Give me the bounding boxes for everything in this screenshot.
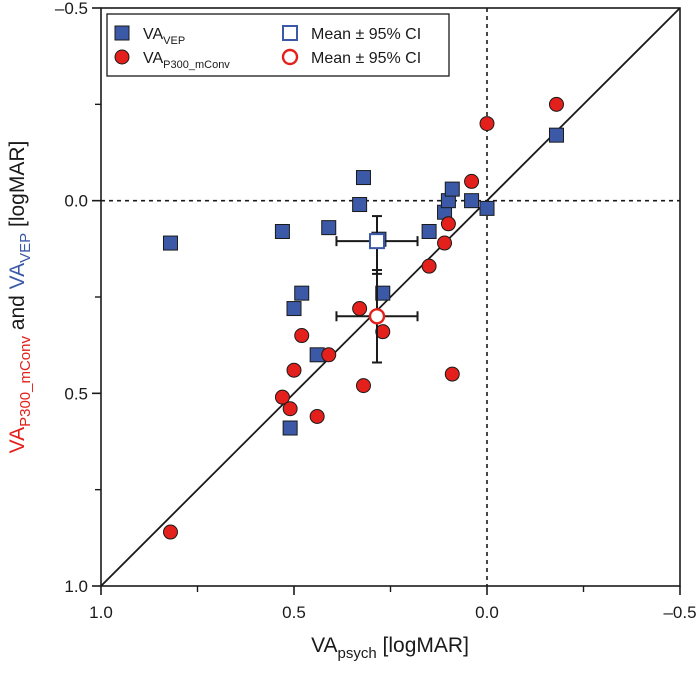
legend-marker-vep: [114, 25, 130, 41]
vep-point-8: [352, 197, 368, 213]
vep-point-0: [162, 235, 178, 251]
p300-mean-marker: [368, 308, 386, 325]
p300-point-11: [437, 235, 453, 251]
vep-point-1: [274, 223, 290, 239]
vep-point-16: [479, 200, 495, 216]
legend-marker-vep-mean: [282, 25, 298, 41]
legend-label-2: Mean ± 95% CI: [311, 26, 421, 43]
legend-marker-p300-mean: [281, 48, 299, 66]
legend-box: [106, 13, 450, 77]
vep-point-10: [375, 285, 391, 301]
y-tick-label-0: 1.0: [64, 577, 88, 596]
y-axis-label: VAP300_mConv and VAVEP [logMAR]: [6, 141, 34, 454]
p300-point-2: [282, 401, 298, 417]
p300-point-5: [309, 408, 325, 424]
series-VA_P300_mConv: [162, 96, 564, 540]
p300-point-12: [440, 216, 456, 232]
x-axis-label-unit: [logMAR]: [377, 634, 469, 657]
identity-line: [100, 7, 681, 587]
x-axis-label-sub: psych: [338, 645, 377, 662]
vep-point-3: [294, 285, 310, 301]
x-tick-label-1: 0.5: [282, 603, 306, 622]
p300-point-7: [352, 301, 368, 317]
p300-point-0: [162, 524, 178, 540]
mean-ci-VA_P300_mConv: [335, 269, 419, 364]
mean-ci-VA_VEP: [335, 215, 419, 275]
y-axis-label-vep-sub: VEP: [17, 233, 34, 263]
y-tick-label-1: 0.5: [64, 384, 88, 403]
legend-label-1: VAP300_mConv: [143, 50, 230, 71]
plot-area: 1.0 0.5 0.0 –0.5 1.0 0.5 0.0 –0.5: [55, 0, 697, 622]
vep-mean-marker: [368, 233, 385, 250]
y-axis-label-p300-sub: P300_mConv: [17, 336, 34, 427]
p300-point-6: [321, 347, 337, 363]
y-axis-label-vep-main: VA: [6, 263, 29, 289]
y-axis-label-joiner: and: [6, 289, 29, 336]
p300-point-10: [421, 258, 437, 274]
x-tick-label-3: –0.5: [663, 603, 696, 622]
vep-point-7: [355, 170, 371, 186]
x-axis-label-main: VA: [311, 634, 337, 657]
legend-marker-p300: [114, 49, 130, 65]
p300-point-3: [286, 362, 302, 378]
x-tick-label-0: 1.0: [89, 603, 113, 622]
p300-point-13: [444, 366, 460, 382]
vep-point-4: [282, 420, 298, 436]
legend: VAVEP VAP300_mConv Mean ± 95% CI Mean ± 95%…: [106, 13, 450, 77]
p300-point-15: [479, 116, 495, 132]
vep-point-11: [421, 223, 437, 239]
y-axis-label-unit: [logMAR]: [6, 141, 29, 233]
y-axis-label-p300-main: VA: [6, 427, 29, 453]
y-tick-label-2: 0.0: [64, 192, 88, 211]
legend-label-0: VAVEP: [143, 26, 185, 47]
x-axis-label: VApsych [logMAR]: [311, 634, 469, 662]
p300-point-8: [355, 378, 371, 394]
vep-point-6: [321, 220, 337, 236]
y-tick-label-3: –0.5: [55, 0, 88, 18]
p300-point-16: [548, 96, 564, 112]
p300-point-4: [294, 328, 310, 344]
x-tick-label-2: 0.0: [475, 603, 499, 622]
vep-point-15: [464, 193, 480, 209]
p300-point-9: [375, 324, 391, 340]
p300-point-14: [464, 173, 480, 189]
vep-point-17: [548, 127, 564, 143]
vep-point-2: [286, 301, 302, 317]
vep-point-14: [444, 181, 460, 197]
p300-point-1: [274, 389, 290, 405]
legend-label-3: Mean ± 95% CI: [311, 50, 421, 67]
